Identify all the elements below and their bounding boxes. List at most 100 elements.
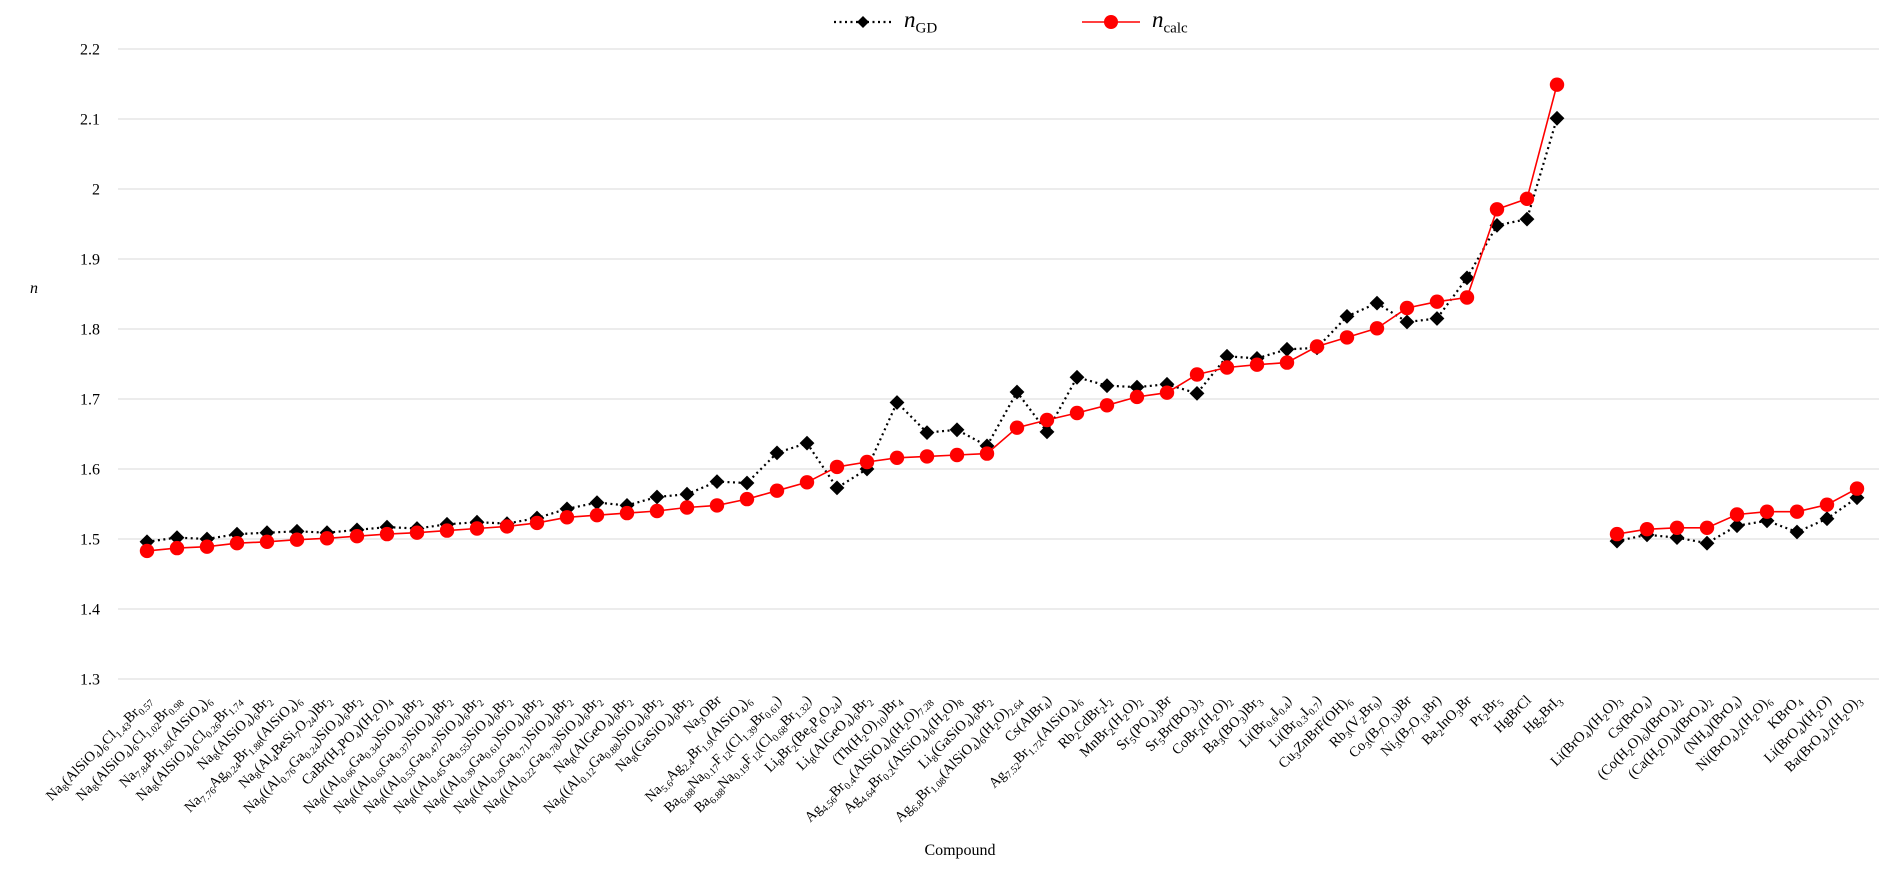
data-point-gd xyxy=(1459,270,1475,286)
data-point-calc xyxy=(709,498,725,513)
data-point-gd xyxy=(1549,110,1565,126)
data-point-calc xyxy=(529,515,545,531)
data-point-calc xyxy=(289,532,305,547)
data-point-calc xyxy=(1399,300,1415,316)
data-point-calc xyxy=(799,475,815,490)
data-point-calc xyxy=(1729,507,1745,522)
data-point-gd xyxy=(919,425,935,440)
data-point-calc xyxy=(469,521,485,536)
data-point-calc xyxy=(1009,420,1025,435)
data-point-gd xyxy=(1069,369,1085,385)
x-axis-title: Compound xyxy=(924,842,996,859)
data-point-gd xyxy=(1699,535,1715,551)
y-tick-label: 1.5 xyxy=(80,532,100,549)
y-tick-label: 1.4 xyxy=(80,602,100,619)
data-point-calc xyxy=(1699,520,1715,535)
data-point-calc xyxy=(1069,405,1085,421)
data-point-calc xyxy=(319,531,335,546)
data-point-calc xyxy=(619,505,635,521)
data-point-calc xyxy=(1549,77,1565,92)
data-point-gd xyxy=(1039,424,1055,440)
data-point-gd xyxy=(799,435,815,451)
data-point-gd xyxy=(1399,314,1415,330)
data-point-gd xyxy=(1009,384,1025,400)
data-point-calc xyxy=(1309,339,1325,354)
data-point-calc xyxy=(199,539,215,554)
data-point-gd xyxy=(769,445,785,461)
y-tick-label: 1.3 xyxy=(80,672,100,689)
data-point-gd xyxy=(1819,511,1835,527)
data-point-calc xyxy=(1639,522,1655,537)
n-GD-line xyxy=(1616,496,1858,545)
x-tick-label: Na8((Al0.76Ga0.24)SiO4)6Br2 xyxy=(241,693,367,819)
data-point-calc xyxy=(1159,385,1175,400)
data-point-calc xyxy=(1039,412,1055,428)
data-point-calc xyxy=(829,459,845,475)
data-point-calc xyxy=(1099,398,1115,413)
data-point-calc xyxy=(1819,497,1835,512)
data-point-calc xyxy=(1609,526,1625,542)
ncalc-series-marker-icon xyxy=(1082,15,1140,29)
data-point-gd xyxy=(1189,386,1205,401)
x-tick-label: Pr2Br5 xyxy=(1467,693,1507,733)
x-tick-label: Rb2CdBr2I2 xyxy=(1055,693,1116,754)
data-point-gd xyxy=(1729,518,1745,534)
data-point-gd xyxy=(1519,211,1535,227)
data-point-gd xyxy=(679,486,695,502)
data-point-calc xyxy=(949,447,965,463)
data-point-gd xyxy=(649,489,665,505)
data-point-gd xyxy=(1429,311,1445,326)
data-point-gd xyxy=(1219,348,1235,364)
data-point-gd xyxy=(1789,524,1805,540)
data-point-calc xyxy=(1459,290,1475,305)
x-tick-label: Na8((Al0.39Ga0.61)SiO4)6Br2 xyxy=(421,693,547,819)
y-tick-label: 2.1 xyxy=(80,112,100,129)
data-point-gd xyxy=(1369,295,1385,311)
data-point-calc xyxy=(1219,360,1235,375)
data-point-calc xyxy=(679,500,695,515)
x-tick-label: Rb3(V2Br9) xyxy=(1326,692,1386,752)
data-point-calc xyxy=(349,529,365,544)
data-point-calc xyxy=(889,450,905,465)
data-point-calc xyxy=(169,540,185,556)
data-point-calc xyxy=(739,491,755,507)
data-point-calc xyxy=(979,446,995,461)
legend-item-ngd: nGD xyxy=(832,6,937,38)
data-point-calc xyxy=(1519,191,1535,206)
data-point-calc xyxy=(649,503,665,519)
y-tick-label: 1.9 xyxy=(80,252,100,269)
data-point-calc xyxy=(919,449,935,464)
data-point-calc xyxy=(379,526,395,542)
x-tick-label: Ba3(BO3)Br3 xyxy=(1200,693,1266,759)
data-point-gd xyxy=(1339,309,1355,324)
data-point-gd xyxy=(889,395,905,410)
data-point-gd xyxy=(1099,378,1115,394)
y-tick-label: 2 xyxy=(92,182,100,199)
x-tick-label: Na8((Al0.63Ga0.37)SiO4)6Br2 xyxy=(331,693,457,819)
data-point-calc xyxy=(1759,504,1775,519)
y-axis-title: n xyxy=(30,280,38,297)
data-point-calc xyxy=(229,536,245,551)
data-point-calc xyxy=(1249,357,1265,372)
legend-label-ngd: nGD xyxy=(904,6,938,37)
data-point-calc xyxy=(559,510,575,525)
ngd-series-marker-icon xyxy=(834,16,892,28)
data-point-calc xyxy=(1849,481,1865,496)
data-point-calc xyxy=(409,525,425,540)
data-point-calc xyxy=(139,543,155,559)
data-point-gd xyxy=(739,475,755,491)
data-point-calc xyxy=(589,508,605,523)
data-point-calc xyxy=(1279,355,1295,370)
y-tick-label: 1.7 xyxy=(80,392,100,409)
data-point-gd xyxy=(1279,341,1295,357)
data-point-gd xyxy=(709,474,725,489)
y-tick-label: 2.2 xyxy=(80,42,100,59)
data-point-gd xyxy=(169,530,185,545)
data-point-calc xyxy=(1669,520,1685,535)
data-point-calc xyxy=(439,523,455,538)
data-point-gd xyxy=(589,495,605,510)
data-point-calc xyxy=(1129,389,1145,405)
data-point-calc xyxy=(499,519,515,534)
